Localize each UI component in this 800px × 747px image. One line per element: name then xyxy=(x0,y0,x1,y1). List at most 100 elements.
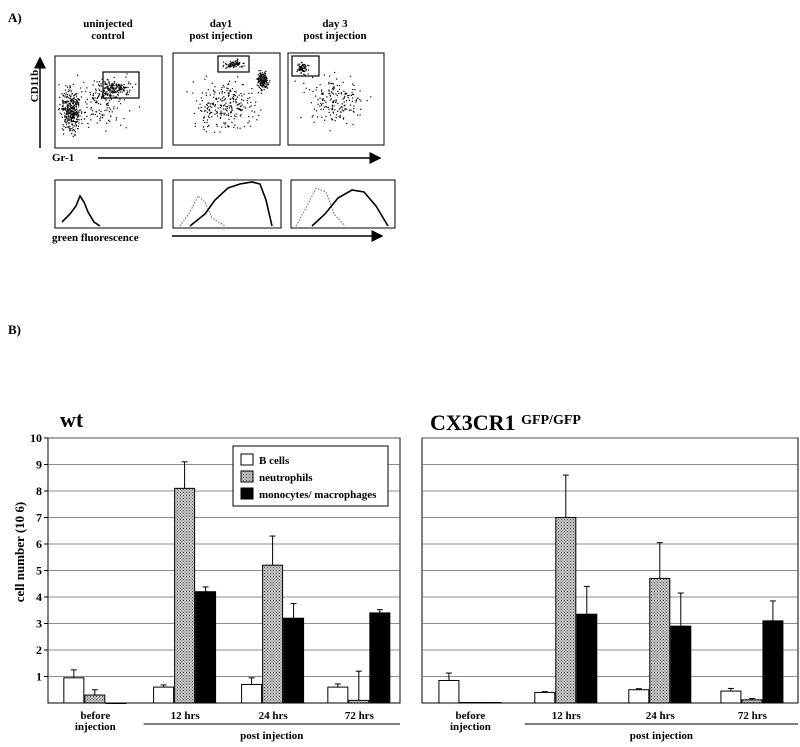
scatter-dot xyxy=(75,118,77,120)
scatter-dot xyxy=(77,103,80,105)
scatter-dot xyxy=(221,126,223,128)
scatter-dot xyxy=(119,88,121,90)
scatter-dot xyxy=(224,99,226,101)
scatter-dot xyxy=(299,63,301,65)
scatter-dot xyxy=(262,82,264,84)
scatter-dot xyxy=(267,87,269,89)
scatter-dot xyxy=(74,129,76,131)
bar-neutrophils-1 xyxy=(555,517,577,704)
scatter-dot xyxy=(206,111,208,113)
scatter-dot xyxy=(67,91,69,93)
scatter-dot xyxy=(70,114,72,116)
scatter-dot xyxy=(326,106,328,108)
scatter-dot xyxy=(231,107,233,109)
scatter-dot xyxy=(113,81,115,83)
scatter-dot xyxy=(218,92,220,94)
scatter-dot xyxy=(333,105,335,107)
scatter-dot xyxy=(301,69,304,71)
scatter-dot xyxy=(343,97,345,99)
scatter-dot xyxy=(241,109,243,112)
scatter-dot xyxy=(258,114,260,116)
scatter-dot xyxy=(72,113,74,115)
scatter-dot xyxy=(246,99,248,102)
scatter-dot xyxy=(305,68,307,71)
scatter-dot xyxy=(260,77,262,79)
scatter-dot xyxy=(330,108,333,110)
bar-b-cells-2 xyxy=(628,689,650,704)
scatter-dot xyxy=(266,84,268,86)
scatter-dot xyxy=(302,70,304,72)
scatter-dot xyxy=(312,115,314,117)
scatter-dot xyxy=(349,75,352,77)
scatter-dot xyxy=(95,92,97,94)
scatter-dot xyxy=(106,93,108,95)
scatter-dot xyxy=(67,109,69,111)
scatter-dot xyxy=(258,78,261,80)
scatter-dot xyxy=(304,68,306,70)
scatter-dot xyxy=(331,104,333,106)
scatter-dot xyxy=(303,82,305,84)
scatter-dot xyxy=(67,122,70,124)
scatter-dot xyxy=(328,83,330,85)
scatter-dot xyxy=(352,110,354,112)
category-label: 72 hrs xyxy=(738,710,768,722)
scatter-dot xyxy=(235,113,237,115)
scatter-dot xyxy=(81,91,83,93)
scatter-dot xyxy=(64,108,66,110)
scatter-dot xyxy=(355,100,357,102)
scatter-dot xyxy=(228,65,230,67)
scatter-dot xyxy=(320,102,322,104)
scatter-dot xyxy=(108,111,110,113)
bar-monocytes-macrophages-1 xyxy=(195,591,217,704)
scatter-dot xyxy=(230,90,232,92)
scatter-dot xyxy=(75,102,77,104)
scatter-dot xyxy=(70,90,73,92)
scatter-dot xyxy=(101,78,103,80)
scatter-dot xyxy=(107,88,109,90)
y-tick-label: 5 xyxy=(36,564,42,578)
scatter-dot xyxy=(114,96,116,98)
scatter-dot xyxy=(106,103,108,105)
scatter-dot xyxy=(122,89,124,91)
scatter-dot xyxy=(241,109,243,111)
scatter-dot xyxy=(344,95,346,97)
scatter-dot xyxy=(64,96,66,98)
scatter-dot xyxy=(95,90,97,92)
scatter-dot xyxy=(69,130,71,132)
scatter-dot xyxy=(256,119,258,121)
scatter-dot xyxy=(266,85,268,87)
scatter-dot xyxy=(332,119,334,121)
scatter-dot xyxy=(64,121,66,123)
scatter-dot xyxy=(78,122,80,124)
column-header-uninjected: uninjected control xyxy=(83,18,133,42)
scatter-dot xyxy=(118,87,120,89)
scatter-dot xyxy=(216,98,218,100)
scatter-dot xyxy=(321,116,323,118)
scatter-dot xyxy=(69,129,71,131)
scatter-dot xyxy=(248,115,250,118)
scatter-dot xyxy=(223,114,225,116)
scatter-dot xyxy=(84,101,86,103)
scatter-dot xyxy=(115,96,117,98)
scatter-dot xyxy=(322,93,324,95)
scatter-dot xyxy=(231,88,234,90)
scatter-dot xyxy=(260,92,262,94)
scatter-dot xyxy=(94,101,97,104)
scatter-dot xyxy=(261,72,263,74)
scatter-dot xyxy=(307,69,310,71)
scatter-dot xyxy=(235,101,237,103)
scatter-dot xyxy=(297,63,299,65)
scatter-dot xyxy=(319,97,321,99)
scatter-dot xyxy=(192,92,194,94)
legend-label: B cells xyxy=(259,455,290,467)
scatter-dot xyxy=(263,85,265,87)
scatter-dot xyxy=(233,118,235,120)
scatter-dot xyxy=(69,110,71,112)
scatter-dot xyxy=(213,93,215,95)
scatter-dot xyxy=(241,95,243,97)
scatter-dot xyxy=(233,65,235,67)
scatter-dot xyxy=(115,96,117,98)
scatter-dot xyxy=(70,114,72,116)
histogram-0 xyxy=(54,179,163,229)
